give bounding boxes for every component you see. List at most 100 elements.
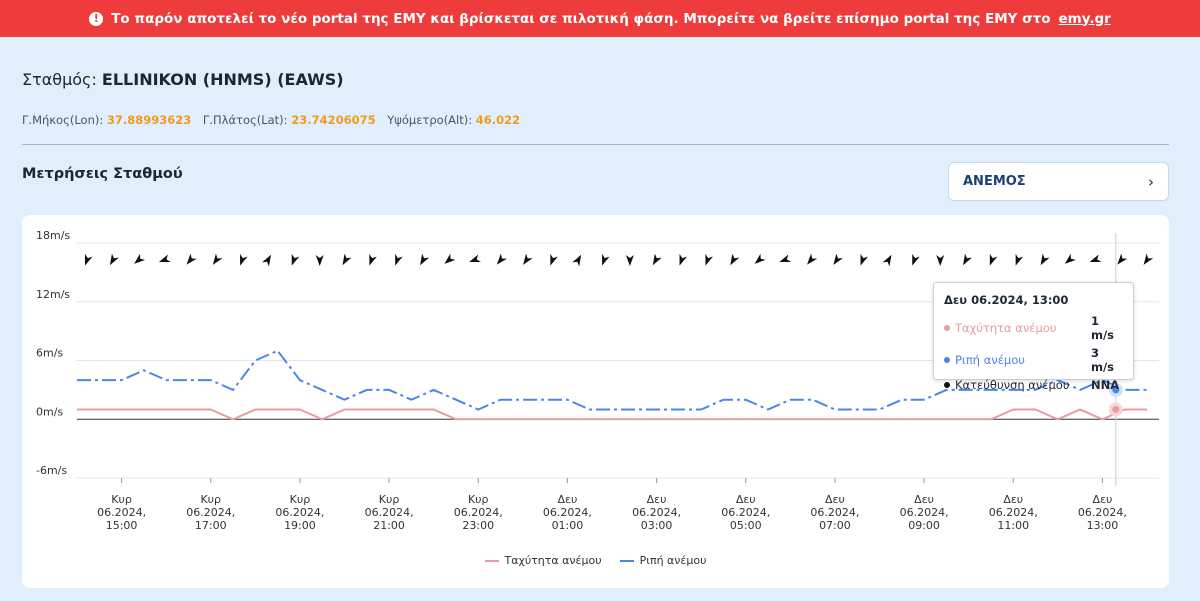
- y-tick-label: 0m/s: [36, 405, 63, 418]
- x-tick-label: 03:00: [641, 519, 673, 532]
- tooltip-text: Κατεύθυνση ανέμου: [955, 378, 1070, 392]
- x-tick-label: 06.2024,: [454, 506, 503, 519]
- wind-direction-arrow-icon: [420, 253, 430, 266]
- wind-direction-arrow-icon: [496, 253, 507, 265]
- wind-direction-arrow-icon: [315, 255, 324, 266]
- tooltip-dot: [944, 325, 950, 331]
- wind-direction-arrow-icon: [523, 253, 533, 265]
- chevron-right-icon: ›: [1148, 172, 1154, 191]
- x-tick-label: 07:00: [819, 519, 851, 532]
- wind-direction-arrow-icon: [936, 255, 945, 266]
- station-name: ELLINIKON (HNMS) (EAWS): [101, 70, 344, 89]
- x-tick-label: 06.2024,: [900, 506, 949, 519]
- x-tick-label: 06.2024,: [810, 506, 859, 519]
- tooltip-dot: [944, 382, 950, 388]
- tooltip-row-speed: Ταχύτητα ανέμου 1 m/s: [944, 314, 1123, 342]
- tooltip-label-speed: Ταχύτητα ανέμου: [944, 321, 1057, 335]
- tooltip-text: Ταχύτητα ανέμου: [955, 321, 1057, 335]
- wind-direction-arrow-icon: [779, 254, 792, 263]
- chart-legend: Ταχύτητα ανέμου Ριπή ανέμου: [22, 554, 1169, 567]
- measurements-title: Μετρήσεις Σταθμού: [22, 166, 183, 182]
- wind-direction-arrow-icon: [754, 253, 766, 264]
- wind-direction-arrow-icon: [84, 253, 93, 266]
- x-tick-label: Δευ: [647, 493, 667, 506]
- wind-direction-arrow-icon: [625, 255, 634, 266]
- x-tick-label: Δευ: [557, 493, 577, 506]
- exclamation-circle-icon: !: [89, 11, 104, 26]
- x-tick-label: 23:00: [462, 519, 494, 532]
- wind-direction-arrow-icon: [572, 254, 582, 267]
- wind-direction-arrow-icon: [679, 253, 688, 266]
- wind-direction-arrow-icon: [395, 253, 403, 266]
- alt-value: 46.022: [475, 113, 521, 127]
- x-tick-label: 19:00: [284, 519, 316, 532]
- wind-direction-arrow-icon: [1089, 254, 1102, 263]
- legend-swatch-gust: [619, 559, 634, 562]
- tooltip-label-gust: Ριπή ανέμου: [944, 353, 1025, 367]
- tooltip-row-direction: Κατεύθυνση ανέμου NNA: [944, 378, 1123, 392]
- wind-direction-arrow-icon: [1117, 253, 1128, 265]
- tooltip-dot: [944, 357, 950, 363]
- x-tick-label: 21:00: [373, 519, 405, 532]
- wind-direction-arrow-icon: [963, 253, 972, 266]
- wind-direction-arrow-icon: [186, 253, 197, 265]
- wind-direction-arrow-icon: [833, 253, 843, 265]
- wind-direction-arrow-icon: [602, 253, 610, 266]
- x-tick-label: 06.2024,: [275, 506, 324, 519]
- x-tick-label: Κυρ: [468, 493, 489, 506]
- x-tick-label: Δευ: [825, 493, 845, 506]
- wind-direction-arrow-icon: [1040, 253, 1050, 266]
- x-tick-label: Κυρ: [290, 493, 311, 506]
- tooltip-text: Ριπή ανέμου: [955, 353, 1025, 367]
- y-tick-label: -6m/s: [36, 464, 67, 477]
- pilot-banner: ! Το παρόν αποτελεί το νέο portal της ΕΜ…: [0, 0, 1200, 37]
- x-tick-label: Δευ: [914, 493, 934, 506]
- legend-item-gust[interactable]: Ριπή ανέμου: [619, 554, 707, 567]
- gust-series-line: [77, 349, 1147, 411]
- x-tick-label: 06.2024,: [721, 506, 770, 519]
- wind-direction-arrow-icon: [550, 253, 558, 266]
- speed-series-line: [77, 408, 1147, 421]
- wind-direction-arrow-icon: [109, 253, 119, 266]
- legend-item-speed[interactable]: Ταχύτητα ανέμου: [484, 554, 602, 567]
- wind-direction-arrow-icon: [882, 254, 892, 267]
- x-tick-label: 17:00: [195, 519, 227, 532]
- chart-card: -6m/s 0m/s 6m/s 12m/s 18m/s Κυρ 06.2024, 15:00 Κ…: [22, 215, 1169, 588]
- x-tick-label: Δευ: [1003, 493, 1023, 506]
- wind-chart[interactable]: -6m/s0m/s6m/s12m/s18m/sΚυρ06.2024,15:00Κ…: [22, 215, 1169, 588]
- wind-direction-arrow-icon: [807, 253, 818, 265]
- x-tick-label: 15:00: [106, 519, 138, 532]
- parameter-selector[interactable]: ΑΝΕΜΟΣ ›: [948, 162, 1169, 201]
- x-tick-label: Κυρ: [111, 493, 132, 506]
- x-tick-label: 06.2024,: [543, 506, 592, 519]
- x-tick-label: 06.2024,: [365, 506, 414, 519]
- station-coordinates: Γ.Μήκος(Lon): 37.88993623 Γ.Πλάτος(Lat):…: [22, 113, 528, 127]
- wind-direction-arrow-icon: [262, 254, 271, 267]
- lon-value: 37.88993623: [106, 113, 192, 127]
- tooltip-label-direction: Κατεύθυνση ανέμου: [944, 378, 1070, 392]
- station-title: Σταθμός: ELLINIKON (HNMS) (EAWS): [22, 70, 344, 89]
- tooltip-title: Δευ 06.2024, 13:00: [944, 293, 1069, 307]
- x-tick-label: 11:00: [997, 519, 1029, 532]
- y-tick-label: 18m/s: [36, 229, 70, 242]
- x-tick-label: Δευ: [736, 493, 756, 506]
- wind-direction-arrow-icon: [989, 253, 998, 266]
- tooltip-value-direction: NNA: [1091, 378, 1120, 392]
- x-tick-label: 06.2024,: [989, 506, 1038, 519]
- banner-link[interactable]: emy.gr: [1058, 10, 1111, 27]
- x-tick-label: Δευ: [1092, 493, 1112, 506]
- wind-direction-arrow-icon: [444, 253, 456, 264]
- lat-value: 23.74206075: [291, 113, 376, 127]
- y-tick-label: 6m/s: [36, 347, 63, 360]
- lat-label: Γ.Πλάτος(Lat):: [202, 113, 288, 127]
- gust-hover-point: [1112, 386, 1120, 394]
- wind-direction-arrow-icon: [342, 253, 352, 266]
- alt-label: Υψόμετρο(Alt):: [387, 113, 473, 127]
- wind-direction-arrow-icon: [912, 253, 920, 266]
- x-tick-label: 06.2024,: [186, 506, 235, 519]
- legend-label-gust: Ριπή ανέμου: [639, 554, 707, 567]
- station-label: Σταθμός:: [22, 70, 97, 89]
- x-tick-label: Κυρ: [200, 493, 221, 506]
- wind-direction-arrow-icon: [291, 253, 300, 266]
- chart-tooltip: Δευ 06.2024, 13:00 Ταχύτητα ανέμου 1 m/s…: [933, 282, 1134, 392]
